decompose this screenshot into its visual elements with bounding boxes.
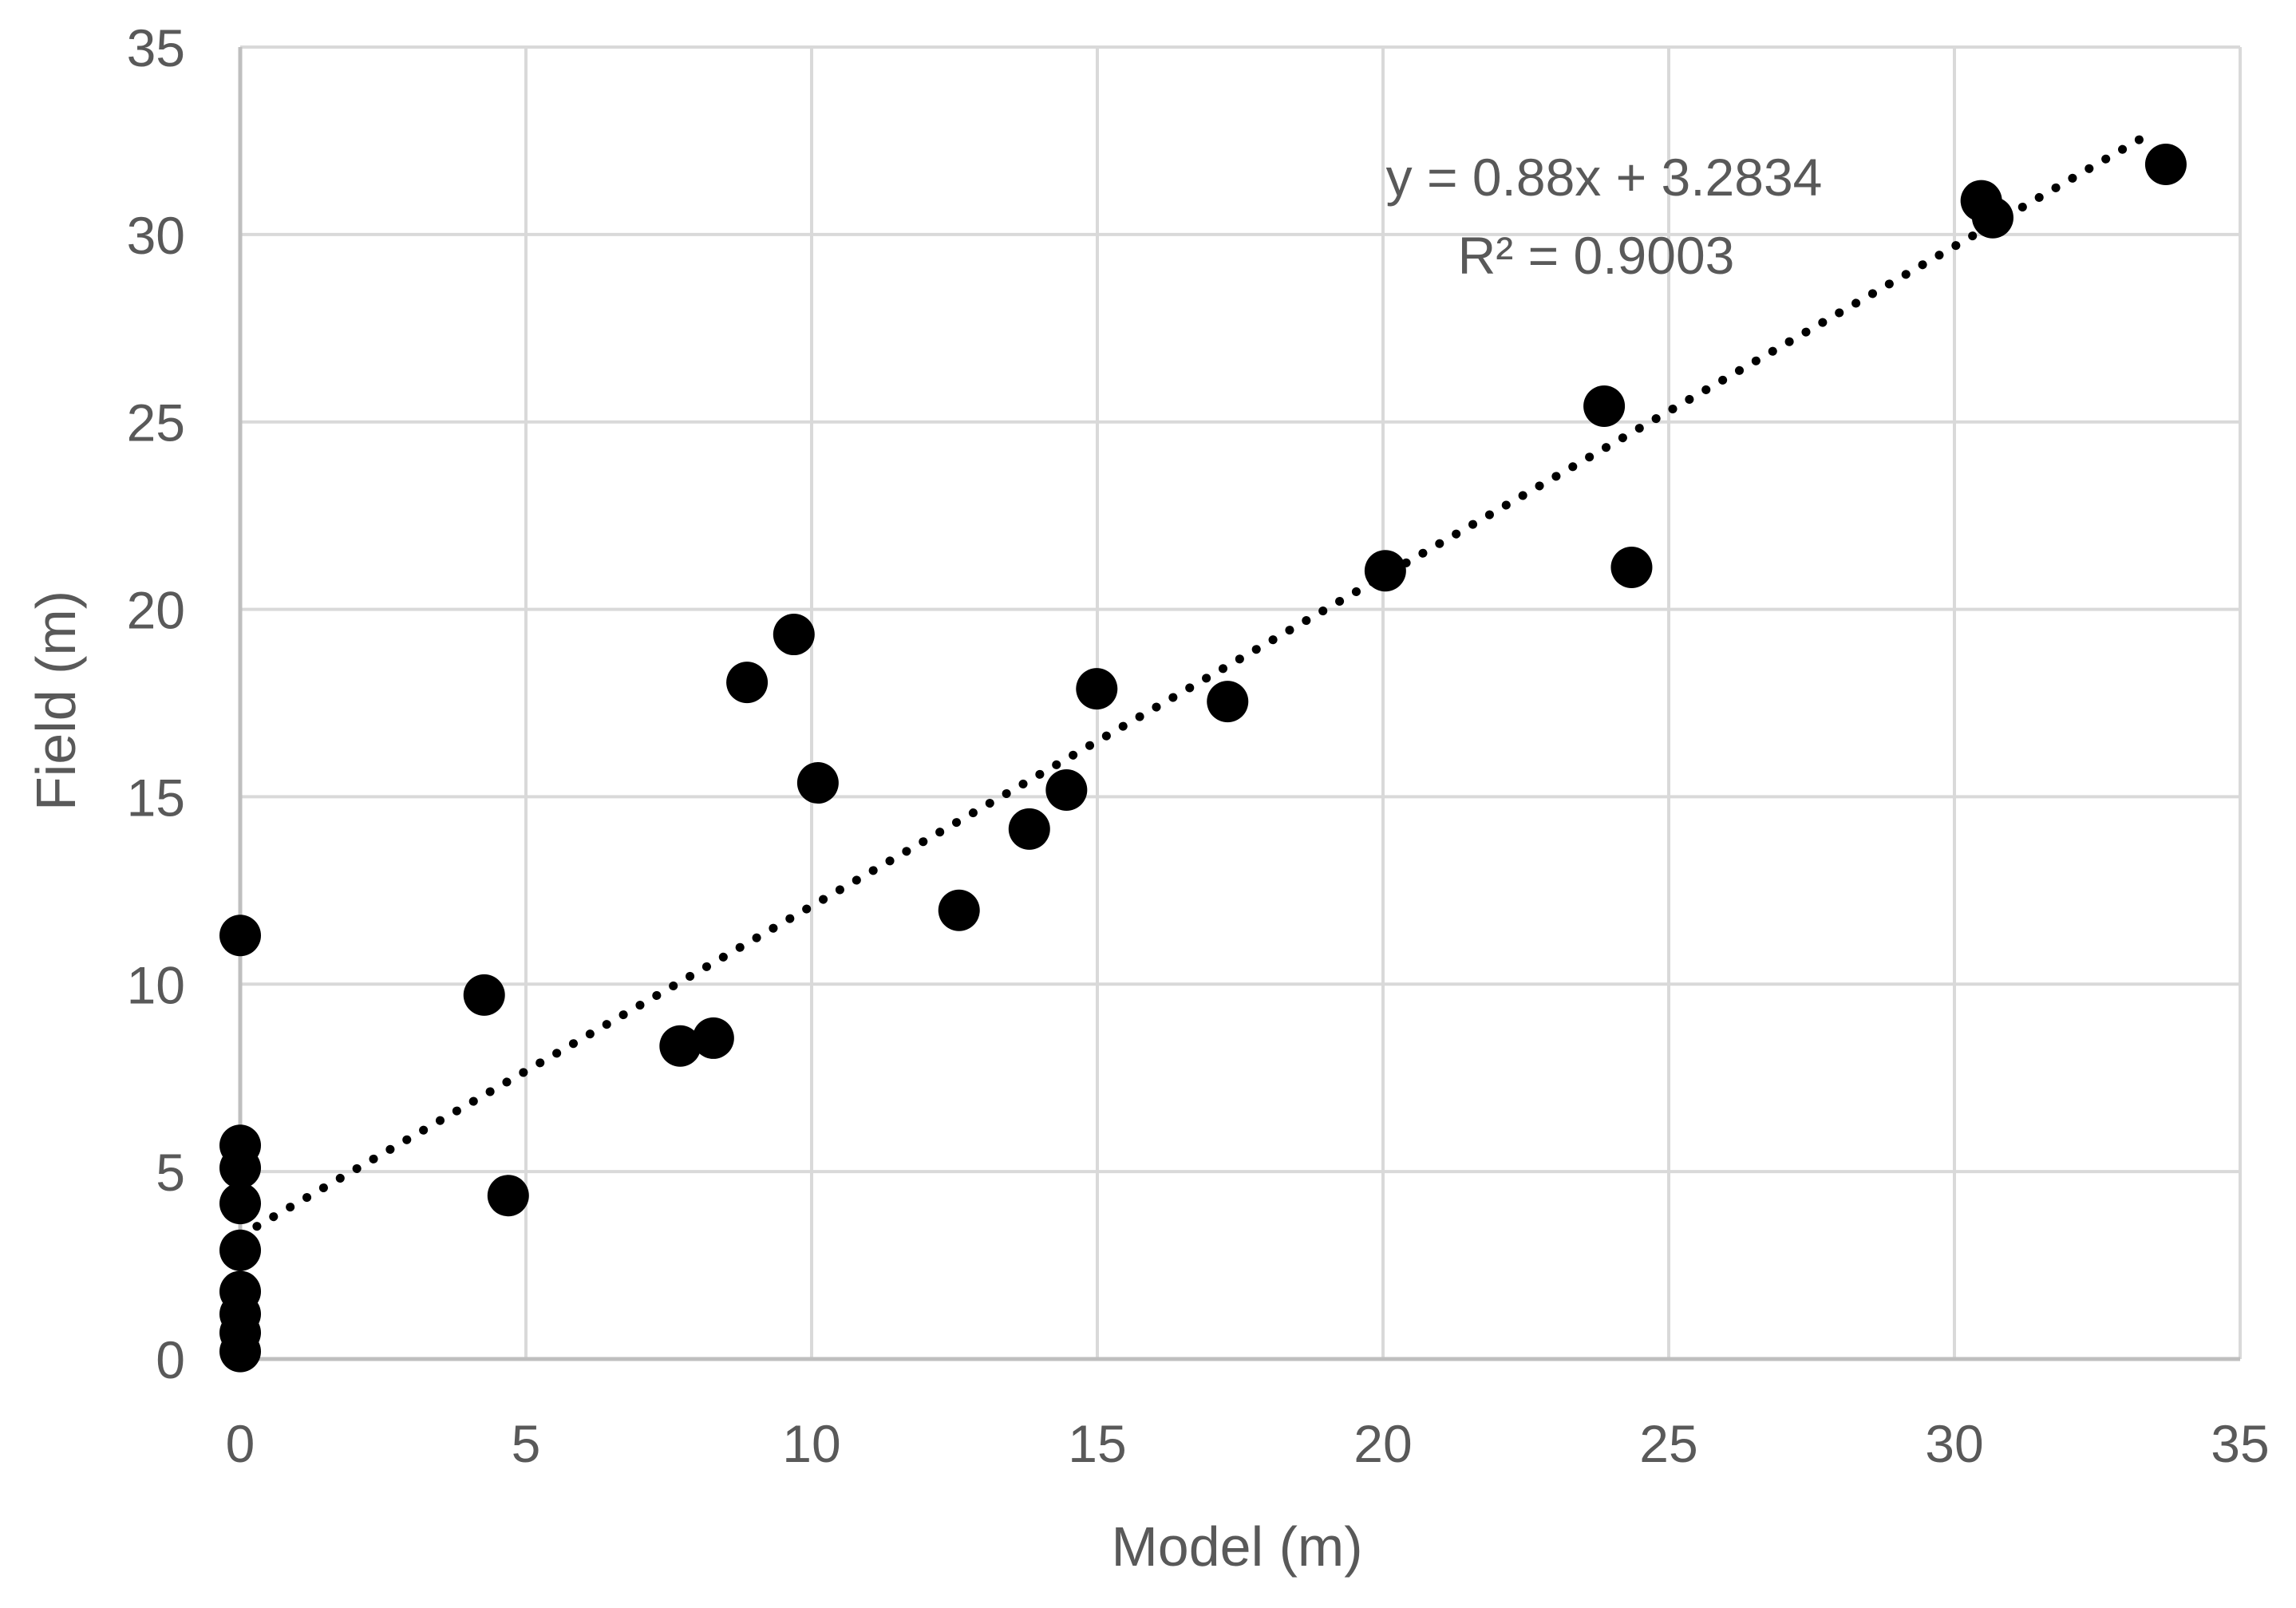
y-tick-label: 15 [127, 768, 185, 827]
y-tick-label: 35 [127, 18, 185, 77]
data-point [2144, 144, 2187, 186]
data-point [692, 1017, 734, 1059]
x-axis-title: Model (m) [1111, 1515, 1362, 1578]
data-point [938, 889, 980, 931]
y-tick-label: 20 [127, 581, 185, 640]
data-point [463, 974, 505, 1016]
x-tick-label: 10 [782, 1414, 840, 1473]
data-point [219, 1330, 261, 1373]
y-tick-label: 0 [156, 1330, 185, 1389]
x-tick-label: 0 [226, 1414, 255, 1473]
y-tick-label: 5 [156, 1143, 185, 1202]
x-tick-label: 15 [1068, 1414, 1126, 1473]
data-point [1045, 768, 1088, 811]
data-point [1364, 550, 1406, 592]
data-point [219, 915, 261, 957]
trendline-equation: y = 0.88x + 3.2834 [1386, 148, 1823, 207]
y-tick-label: 25 [127, 393, 185, 452]
data-point [659, 1025, 701, 1067]
data-point [487, 1175, 529, 1217]
gridlines [240, 45, 2242, 1359]
data-point [1207, 681, 1249, 723]
x-axis-tick-labels: 0 5 10 15 20 25 30 35 [226, 1414, 2270, 1473]
data-point [219, 1183, 261, 1225]
x-tick-label: 25 [1639, 1414, 1697, 1473]
x-tick-label: 20 [1353, 1414, 1412, 1473]
r-squared-label: R² = 0.9003 [1458, 226, 1735, 285]
data-point [1610, 546, 1653, 588]
data-points [219, 144, 2187, 1373]
data-point [1076, 668, 1118, 710]
x-tick-label: 35 [2211, 1414, 2269, 1473]
data-point [726, 662, 769, 704]
x-tick-label: 5 [512, 1414, 541, 1473]
data-point [1583, 385, 1626, 427]
data-point [1008, 808, 1050, 850]
y-axis-tick-labels: 0 5 10 15 20 25 30 35 [127, 18, 185, 1389]
trendline-path [235, 129, 2153, 1241]
y-tick-label: 10 [127, 955, 185, 1014]
data-point [219, 1229, 261, 1271]
data-point [773, 614, 815, 656]
y-axis-title: Field (m) [25, 591, 87, 811]
y-tick-label: 30 [127, 206, 185, 265]
x-tick-label: 30 [1925, 1414, 1983, 1473]
data-point [219, 1147, 261, 1189]
data-point [796, 762, 839, 804]
data-point [1971, 196, 2013, 239]
trendline [235, 129, 2153, 1241]
